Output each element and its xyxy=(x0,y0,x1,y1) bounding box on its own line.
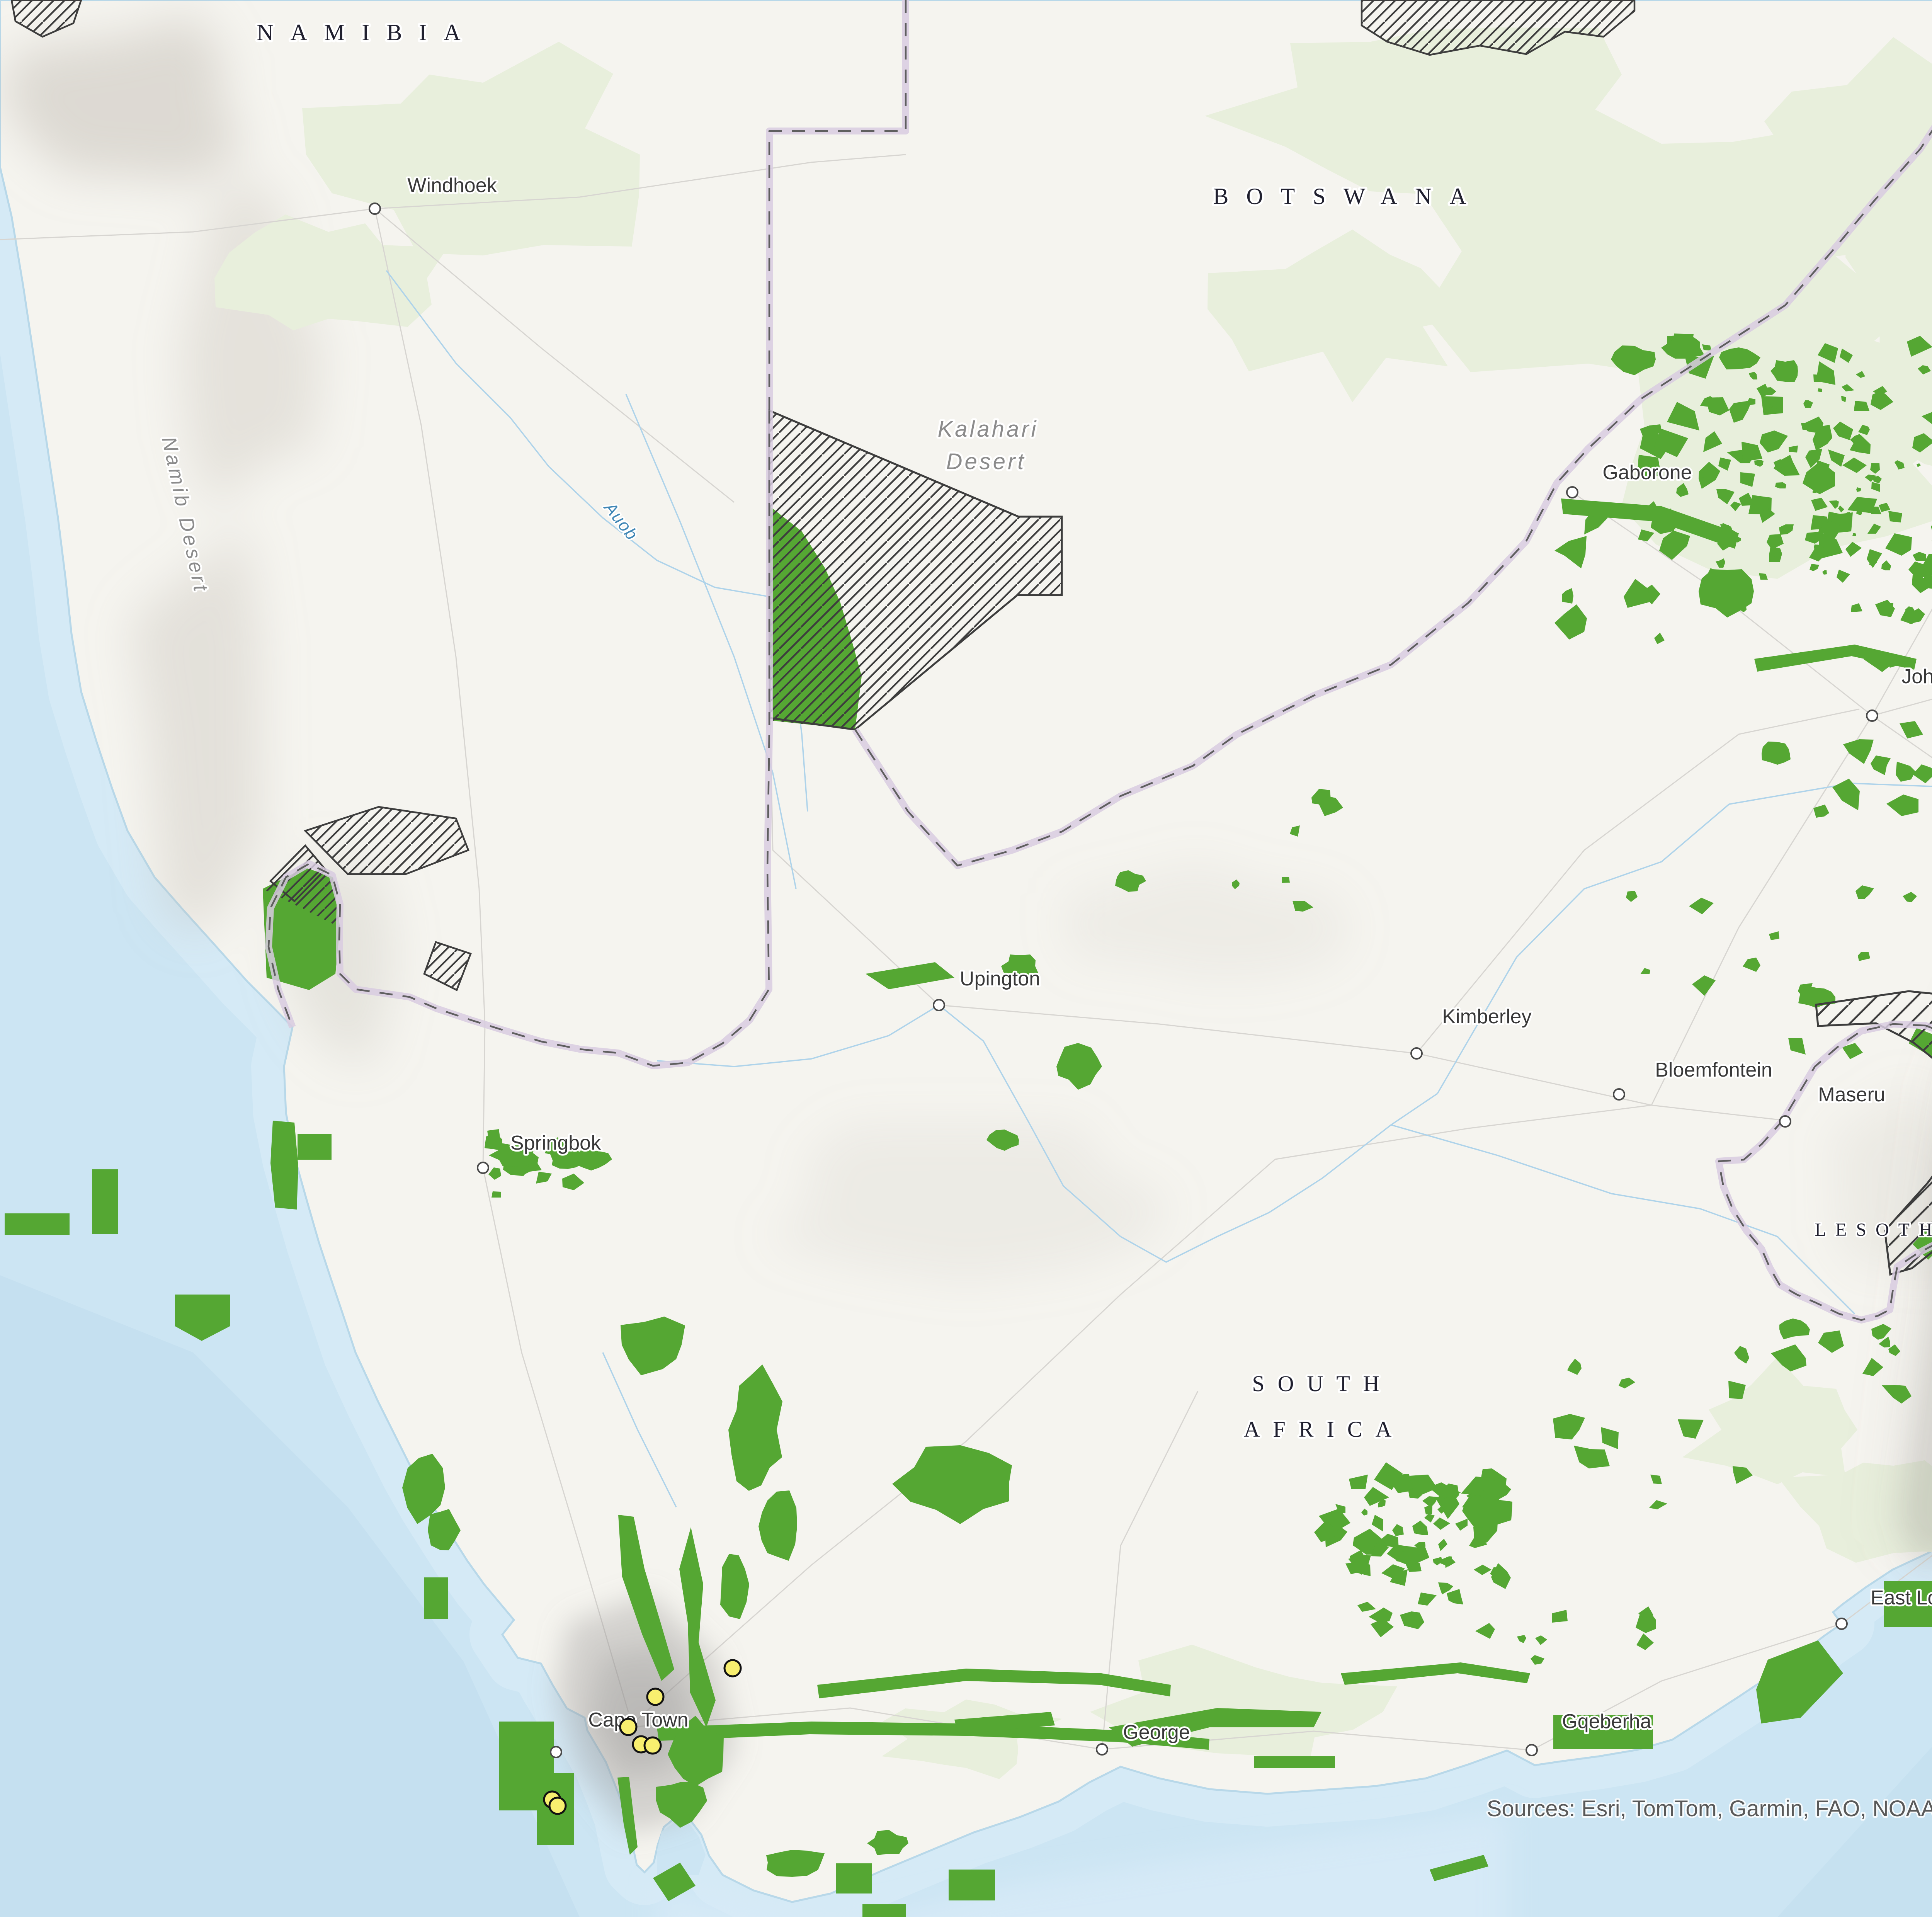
svg-text:East London: East London xyxy=(1871,1587,1932,1609)
svg-text:Upington: Upington xyxy=(960,968,1040,990)
svg-text:George: George xyxy=(1123,1721,1190,1744)
svg-text:Cape Town: Cape Town xyxy=(588,1709,688,1731)
svg-text:Bloemfontein: Bloemfontein xyxy=(1655,1059,1772,1081)
svg-text:Cape Town: Cape Town xyxy=(588,1709,688,1731)
svg-text:Windhoek: Windhoek xyxy=(407,174,497,197)
svg-text:LESOTHO: LESOTHO xyxy=(1815,1220,1932,1240)
svg-text:Kalahari: Kalahari xyxy=(938,417,1039,442)
svg-text:Kimberley: Kimberley xyxy=(1442,1005,1531,1028)
svg-text:Johannesburg: Johannesburg xyxy=(1901,665,1932,688)
svg-text:Johannesburg: Johannesburg xyxy=(1901,665,1932,688)
svg-text:AFRICA: AFRICA xyxy=(1244,1417,1405,1442)
svg-text:AFRICA: AFRICA xyxy=(1244,1417,1405,1442)
svg-text:Springbok: Springbok xyxy=(510,1132,601,1154)
svg-text:Gqeberha: Gqeberha xyxy=(1562,1710,1651,1733)
svg-text:George: George xyxy=(1123,1721,1190,1744)
svg-text:Desert: Desert xyxy=(946,449,1026,474)
svg-text:Kimberley: Kimberley xyxy=(1442,1005,1531,1028)
svg-text:Bloemfontein: Bloemfontein xyxy=(1655,1059,1772,1081)
svg-text:NAMIBIA: NAMIBIA xyxy=(257,20,477,45)
svg-text:Springbok: Springbok xyxy=(510,1132,601,1154)
svg-text:Gaborone: Gaborone xyxy=(1602,461,1692,484)
svg-text:Maseru: Maseru xyxy=(1818,1084,1885,1106)
svg-text:Sources: Esri, TomTom, Garmin,: Sources: Esri, TomTom, Garmin, FAO, NOAA… xyxy=(1487,1796,1932,1821)
svg-text:SOUTH: SOUTH xyxy=(1252,1371,1392,1396)
svg-text:NAMIBIA: NAMIBIA xyxy=(257,20,477,45)
svg-text:Windhoek: Windhoek xyxy=(407,174,497,197)
svg-text:Kalahari: Kalahari xyxy=(938,417,1039,442)
svg-text:Gaborone: Gaborone xyxy=(1602,461,1692,484)
svg-text:Desert: Desert xyxy=(946,449,1026,474)
svg-text:BOTSWANA: BOTSWANA xyxy=(1213,184,1484,209)
svg-text:East London: East London xyxy=(1871,1587,1932,1609)
svg-text:SOUTH: SOUTH xyxy=(1252,1371,1392,1396)
svg-text:Sources: Esri, TomTom, Garmin,: Sources: Esri, TomTom, Garmin, FAO, NOAA… xyxy=(1487,1796,1932,1821)
svg-text:Maseru: Maseru xyxy=(1818,1084,1885,1106)
svg-text:BOTSWANA: BOTSWANA xyxy=(1213,184,1484,209)
svg-text:Gqeberha: Gqeberha xyxy=(1562,1710,1651,1733)
svg-text:LESOTHO: LESOTHO xyxy=(1815,1220,1932,1240)
svg-text:Upington: Upington xyxy=(960,968,1040,990)
